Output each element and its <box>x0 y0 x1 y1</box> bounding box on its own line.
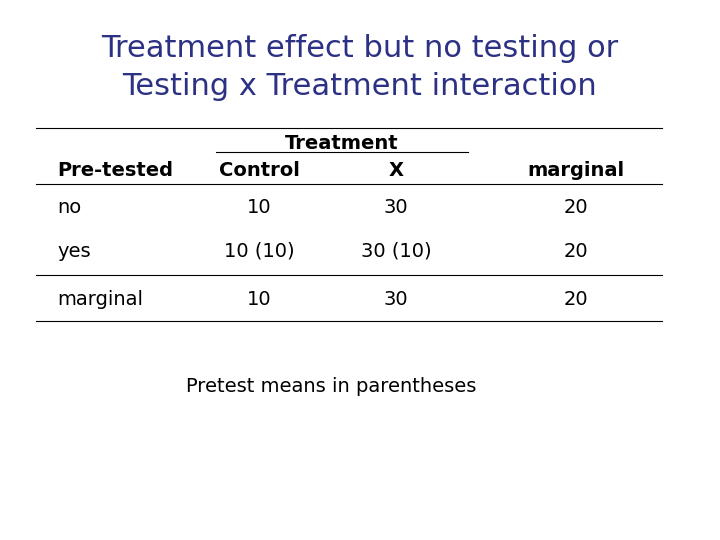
Text: no: no <box>58 198 82 218</box>
Text: yes: yes <box>58 241 91 261</box>
Text: 20: 20 <box>564 241 588 261</box>
Text: 30 (10): 30 (10) <box>361 241 431 261</box>
Text: 20: 20 <box>564 198 588 218</box>
Text: marginal: marginal <box>528 160 624 180</box>
Text: Treatment: Treatment <box>285 133 399 153</box>
Text: Pretest means in parentheses: Pretest means in parentheses <box>186 376 477 396</box>
Text: Treatment effect but no testing or
Testing x Treatment interaction: Treatment effect but no testing or Testi… <box>102 34 618 101</box>
Text: Pre-tested: Pre-tested <box>58 160 174 180</box>
Text: 30: 30 <box>384 198 408 218</box>
Text: 10: 10 <box>247 198 271 218</box>
Text: 20: 20 <box>564 290 588 309</box>
Text: 30: 30 <box>384 290 408 309</box>
Text: marginal: marginal <box>58 290 143 309</box>
Text: 10 (10): 10 (10) <box>224 241 294 261</box>
Text: 10: 10 <box>247 290 271 309</box>
Text: Control: Control <box>219 160 300 180</box>
Text: X: X <box>389 160 403 180</box>
